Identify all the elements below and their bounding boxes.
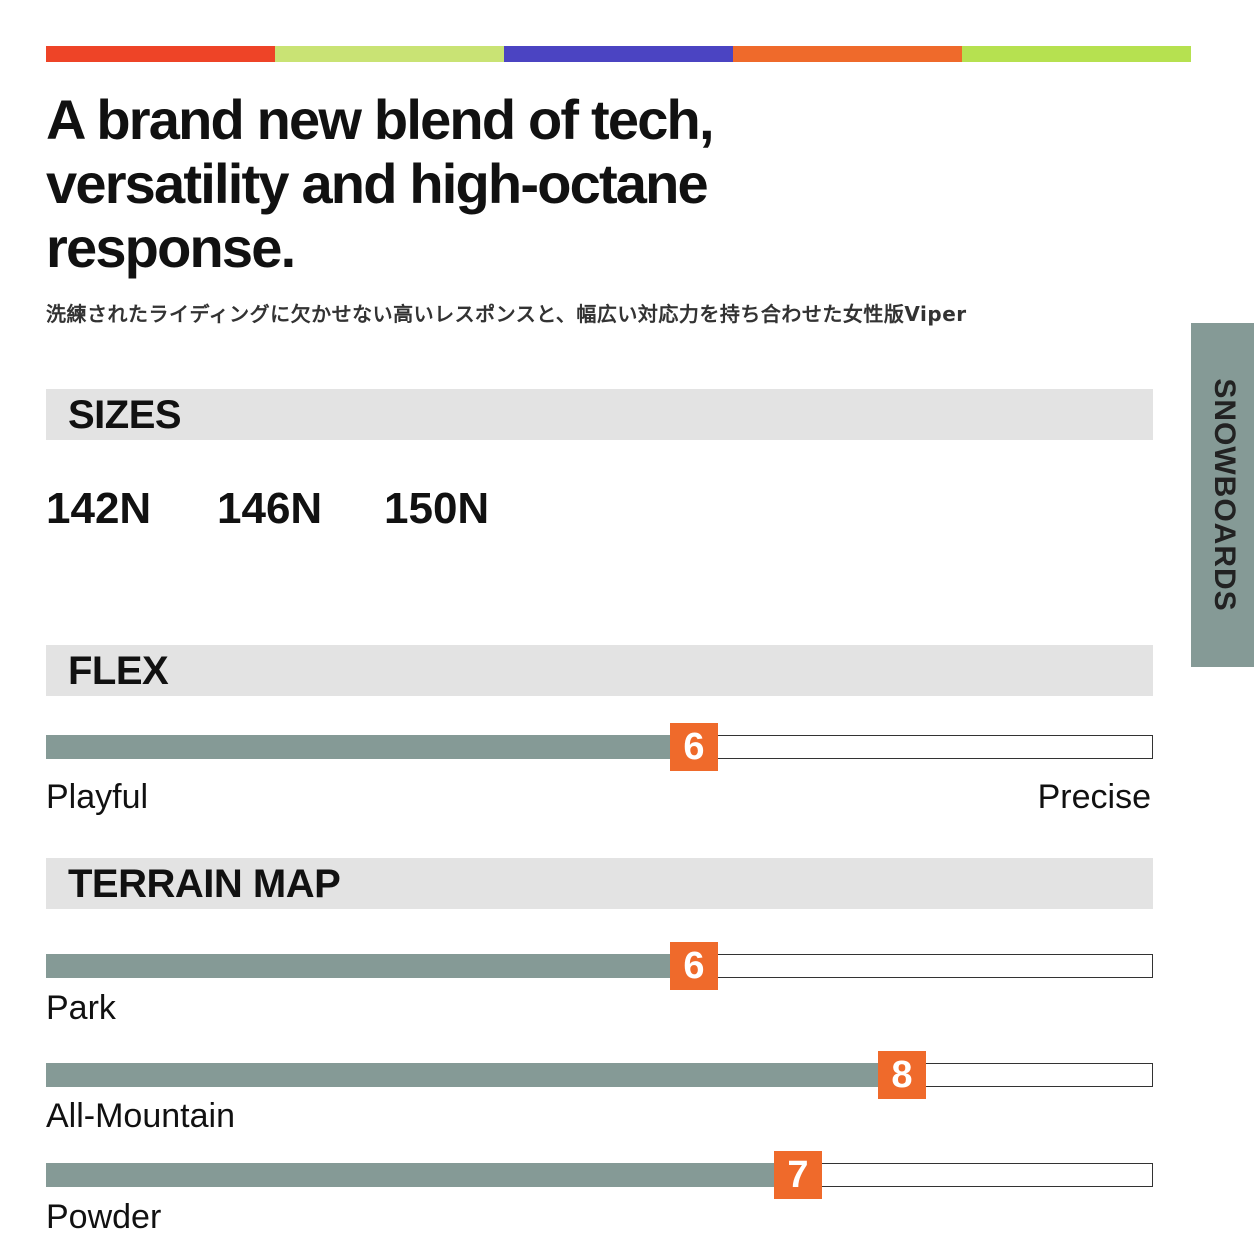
- color-stripe: [733, 46, 962, 62]
- color-stripe: [962, 46, 1191, 62]
- color-stripe: [275, 46, 504, 62]
- title: A brand new blend of tech, versatility a…: [46, 88, 715, 279]
- section-title: SIZES: [68, 393, 182, 437]
- side-tab-label: SNOWBOARDS: [1208, 378, 1241, 612]
- rating-bar: [46, 1063, 878, 1087]
- terrain-label: All-Mountain: [46, 1097, 235, 1135]
- rating-bar: [46, 1163, 774, 1187]
- side-tab[interactable]: SNOWBOARDS: [1191, 323, 1254, 667]
- terrain-label: Park: [46, 989, 116, 1027]
- rating-bar: [46, 735, 670, 759]
- size: 146N: [217, 484, 323, 533]
- size: 142N: [46, 484, 152, 533]
- section-title: FLEX: [68, 649, 169, 693]
- flex-low-label: Playful: [46, 778, 149, 816]
- size: 150N: [384, 484, 490, 533]
- color-stripe: [504, 46, 733, 62]
- rating-bar: [46, 954, 670, 978]
- rating-value: 7: [774, 1151, 822, 1199]
- section-header: SIZES: [46, 389, 1153, 440]
- rating-value: 6: [670, 942, 718, 990]
- flex-high-label: Precise: [1037, 778, 1151, 816]
- rating-value: 8: [878, 1051, 926, 1099]
- color-stripe: [46, 46, 275, 62]
- terrain-label: Powder: [46, 1198, 162, 1236]
- section-header: TERRAIN MAP: [46, 858, 1153, 909]
- subtitle: 洗練されたライディングに欠かせない高いレスポンスと、幅広い対応力を持ち合わせた女…: [46, 302, 967, 326]
- section-header: FLEX: [46, 645, 1153, 696]
- rating-value: 6: [670, 723, 718, 771]
- section-title: TERRAIN MAP: [68, 862, 341, 906]
